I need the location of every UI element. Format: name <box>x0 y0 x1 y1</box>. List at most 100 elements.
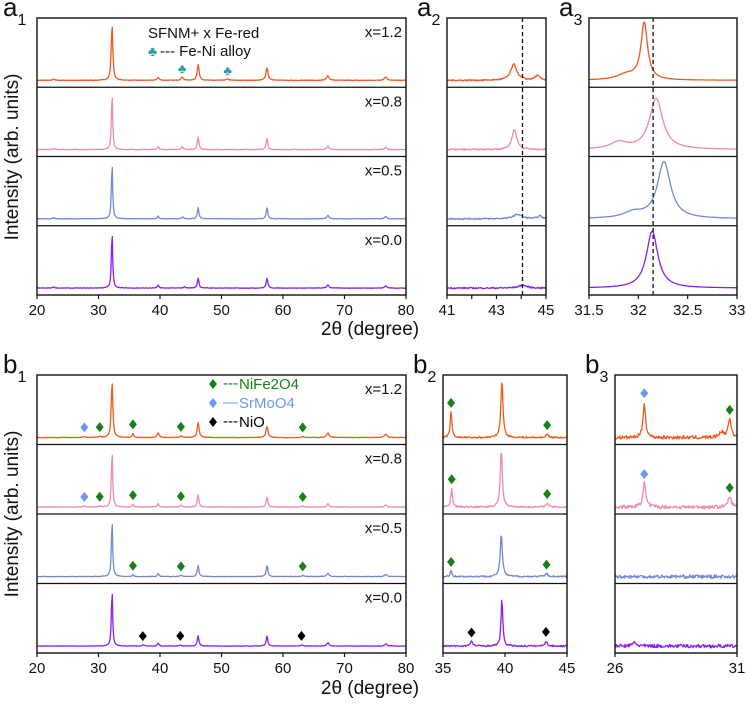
x-tick-label: 31 <box>729 660 746 677</box>
diamond-legend-icon-srmoo4 <box>209 398 217 408</box>
x-tick-label: 80 <box>398 660 415 677</box>
series-line-x=0.0 <box>614 640 738 649</box>
x-tick-label: 50 <box>213 302 230 319</box>
series-line-x=0.5 <box>442 535 568 578</box>
diamond-marker-icon <box>128 560 137 571</box>
series-line-x=0.0 <box>36 593 407 647</box>
x-tick-label: 32 <box>630 302 647 319</box>
series-label: x=0.5 <box>365 163 402 180</box>
series-label: x=0.5 <box>365 520 402 537</box>
series-line-x=0.5 <box>36 524 407 578</box>
diamond-marker-icon <box>176 421 185 432</box>
series-line-x=1.2 <box>589 21 737 81</box>
series-line-x=0.0 <box>442 599 568 648</box>
legend-b: --- NiFe2O4 — SrMoO4 --- NiO <box>209 375 299 431</box>
plot-panels: a1 x=1.2 x=0.8 x=0.5 x=0.0 ♣ ♣ 20 30 40 50 60 70 80 a2… <box>3 0 745 677</box>
club-icon: ♣ <box>148 43 157 59</box>
panel-a2: a2 41 43 45 <box>417 0 554 319</box>
diamond-marker-icon <box>128 419 137 430</box>
x-tick-label: 41 <box>439 302 456 319</box>
series-label: x=1.2 <box>365 381 402 398</box>
series-line-x=0.8 <box>36 97 407 151</box>
series-line-x=0.8 <box>614 480 738 510</box>
x-tick-label: 20 <box>29 660 46 677</box>
x-tick-label: 45 <box>559 660 576 677</box>
diamond-marker-icon <box>176 491 185 502</box>
x-tick-label: 43 <box>488 302 505 319</box>
series-line-x=0.8 <box>589 97 737 150</box>
diamond-marker-icon <box>542 559 551 570</box>
series-line-x=0.0 <box>37 235 407 289</box>
x-tick-label: 40 <box>497 660 514 677</box>
panel-label-a1: a1 <box>3 0 26 29</box>
x-axis-label-a: 2θ (degree) <box>321 319 419 340</box>
series-line-x=0.5 <box>446 213 547 221</box>
diamond-marker-icon <box>447 556 456 567</box>
diamond-marker-icon <box>176 630 185 641</box>
diamond-marker-icon <box>467 627 476 638</box>
x-tick-label: 80 <box>398 302 415 319</box>
x-tick-label: 70 <box>336 660 353 677</box>
x-tick-label: 60 <box>275 660 292 677</box>
diamond-marker-icon <box>640 469 649 480</box>
club-marker-icon: ♣ <box>178 61 187 76</box>
panel-frame <box>614 374 738 654</box>
panel-label-a3: a3 <box>559 0 582 29</box>
legend-dash-nio: --- <box>223 413 238 430</box>
legend-label-nife2o4: NiFe2O4 <box>239 376 299 393</box>
legend-dash-srmoo4: — <box>223 394 238 411</box>
diamond-marker-icon <box>447 474 456 485</box>
diamond-marker-icon <box>128 490 137 501</box>
series-line-x=1.2 <box>442 382 568 439</box>
diamond-marker-icon <box>298 491 307 502</box>
x-tick-label: 33 <box>729 302 746 319</box>
y-axis-label-b: Intensity (arb. units) <box>2 431 23 598</box>
diamond-marker-icon <box>298 422 307 433</box>
panel-label-b2: b2 <box>413 349 436 386</box>
legend-dash-nife2o4: --- <box>223 375 238 392</box>
x-tick-label: 31.5 <box>574 302 603 319</box>
diamond-marker-icon <box>80 422 89 433</box>
series-line-x=0.0 <box>446 284 547 290</box>
panel-b2: b2 35 40 45 <box>413 349 575 677</box>
x-tick-label: 40 <box>152 660 169 677</box>
x-axis-label-b: 2θ (degree) <box>321 678 419 699</box>
series-line-x=0.5 <box>614 574 738 579</box>
series-label: x=0.0 <box>365 590 402 607</box>
diamond-marker-icon <box>297 630 306 641</box>
diamond-marker-icon <box>176 561 185 572</box>
series-line-x=0.5 <box>36 166 407 220</box>
diamond-marker-icon <box>138 631 147 642</box>
diamond-marker-icon <box>80 491 89 502</box>
x-tick-label: 30 <box>90 302 107 319</box>
x-tick-label: 32.5 <box>673 302 702 319</box>
panel-b1: b1 x=1.2 x=0.8 x=0.5 x=0.0 20 30 40 50 60 70 80 <box>3 349 414 677</box>
diamond-marker-icon <box>543 420 552 431</box>
panel-b3: b3 26 31 <box>585 349 745 677</box>
diamond-marker-icon <box>95 491 104 502</box>
legend-a-title: SFNM+ x Fe-red <box>148 25 259 42</box>
legend-label-nio: NiO <box>239 414 265 431</box>
club-marker-icon: ♣ <box>223 63 232 78</box>
diamond-marker-icon <box>543 489 552 500</box>
x-tick-label: 30 <box>90 660 107 677</box>
diamond-marker-icon <box>447 397 456 408</box>
x-tick-label: 26 <box>607 660 624 677</box>
series-line-x=0.8 <box>36 454 407 508</box>
diamond-marker-icon <box>95 422 104 433</box>
x-tick-label: 70 <box>336 302 353 319</box>
x-tick-label: 60 <box>275 302 292 319</box>
series-line-x=1.2 <box>446 63 547 82</box>
series-line-x=0.0 <box>589 230 737 289</box>
x-tick-label: 40 <box>152 302 169 319</box>
panel-label-b3: b3 <box>585 349 608 386</box>
series-label: x=1.2 <box>365 24 402 41</box>
legend-label-srmoo4: SrMoO4 <box>239 395 295 412</box>
series-line-x=0.8 <box>446 129 547 151</box>
panel-label-a2: a2 <box>417 0 440 29</box>
series-label: x=0.8 <box>365 93 402 110</box>
diamond-legend-icon-nife2o4 <box>209 379 217 389</box>
series-label: x=0.0 <box>365 232 402 249</box>
series-line-x=1.2 <box>36 26 407 82</box>
